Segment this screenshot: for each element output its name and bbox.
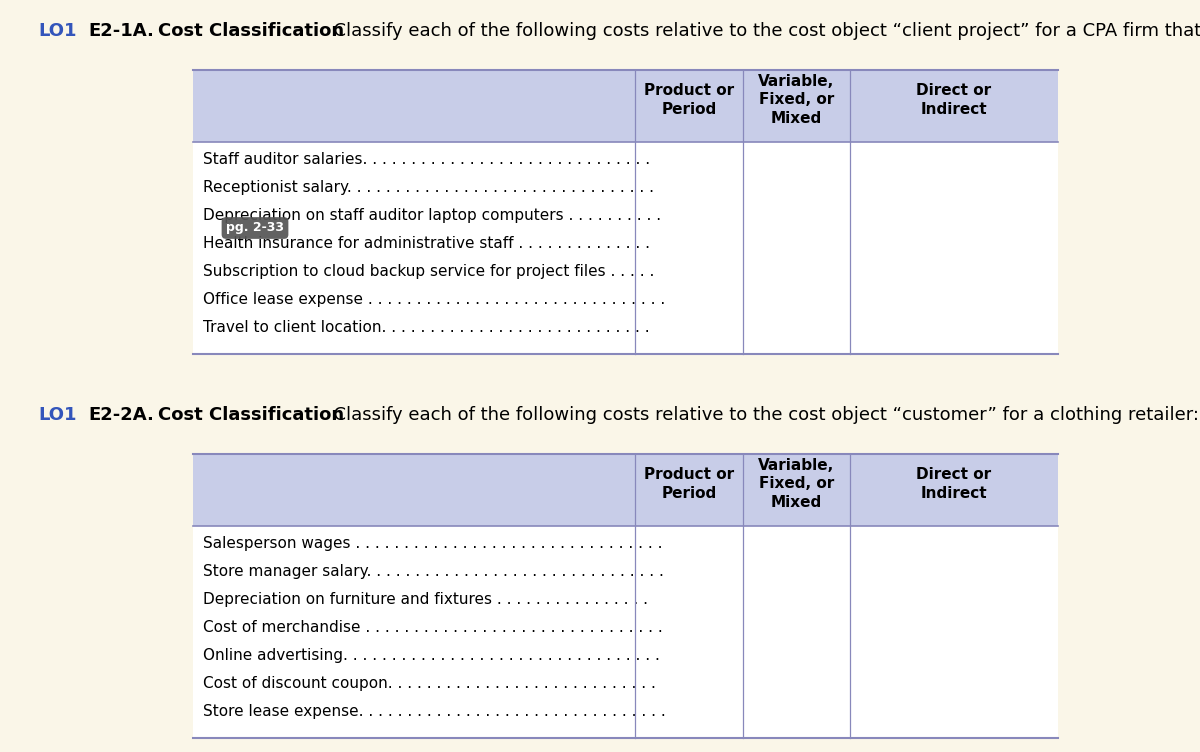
Text: Receptionist salary. . . . . . . . . . . . . . . . . . . . . . . . . . . . . . .: Receptionist salary. . . . . . . . . . .…	[203, 180, 654, 195]
Text: E2-1A.: E2-1A.	[88, 22, 154, 40]
Text: Online advertising. . . . . . . . . . . . . . . . . . . . . . . . . . . . . . . : Online advertising. . . . . . . . . . . …	[203, 648, 660, 663]
Text: Salesperson wages . . . . . . . . . . . . . . . . . . . . . . . . . . . . . . . : Salesperson wages . . . . . . . . . . . …	[203, 536, 662, 551]
Text: Subscription to cloud backup service for project files . . . . .: Subscription to cloud backup service for…	[203, 264, 654, 279]
Polygon shape	[193, 142, 1058, 354]
Text: Direct or
Indirect: Direct or Indirect	[917, 83, 991, 117]
Text: E2-2A.: E2-2A.	[88, 406, 154, 424]
Text: Depreciation on furniture and fixtures . . . . . . . . . . . . . . . .: Depreciation on furniture and fixtures .…	[203, 592, 648, 607]
Text: Store manager salary. . . . . . . . . . . . . . . . . . . . . . . . . . . . . . : Store manager salary. . . . . . . . . . …	[203, 564, 664, 579]
Text: Store lease expense. . . . . . . . . . . . . . . . . . . . . . . . . . . . . . .: Store lease expense. . . . . . . . . . .…	[203, 704, 666, 719]
Polygon shape	[193, 526, 1058, 738]
Text: LO1: LO1	[38, 22, 77, 40]
Text: Variable,
Fixed, or
Mixed: Variable, Fixed, or Mixed	[758, 458, 835, 510]
Text: Travel to client location. . . . . . . . . . . . . . . . . . . . . . . . . . . .: Travel to client location. . . . . . . .…	[203, 320, 649, 335]
Text: Staff auditor salaries. . . . . . . . . . . . . . . . . . . . . . . . . . . . . : Staff auditor salaries. . . . . . . . . …	[203, 152, 650, 167]
Text: Depreciation on staff auditor laptop computers . . . . . . . . . .: Depreciation on staff auditor laptop com…	[203, 208, 661, 223]
Text: pg. 2-33: pg. 2-33	[226, 222, 284, 235]
Text: Cost Classification: Cost Classification	[158, 406, 344, 424]
Polygon shape	[193, 70, 1058, 142]
Text: Health insurance for administrative staff . . . . . . . . . . . . . .: Health insurance for administrative staf…	[203, 236, 650, 251]
Text: Cost of merchandise . . . . . . . . . . . . . . . . . . . . . . . . . . . . . . : Cost of merchandise . . . . . . . . . . …	[203, 620, 662, 635]
Text: Office lease expense . . . . . . . . . . . . . . . . . . . . . . . . . . . . . .: Office lease expense . . . . . . . . . .…	[203, 292, 665, 307]
Text: Cost Classification: Cost Classification	[158, 22, 344, 40]
Text: Classify each of the following costs relative to the cost object “client project: Classify each of the following costs rel…	[322, 22, 1200, 40]
Text: Cost of discount coupon. . . . . . . . . . . . . . . . . . . . . . . . . . . .: Cost of discount coupon. . . . . . . . .…	[203, 676, 656, 691]
Text: Classify each of the following costs relative to the cost object “customer” for : Classify each of the following costs rel…	[322, 406, 1199, 424]
Text: Product or
Period: Product or Period	[644, 467, 734, 501]
Text: Variable,
Fixed, or
Mixed: Variable, Fixed, or Mixed	[758, 74, 835, 126]
Text: LO1: LO1	[38, 406, 77, 424]
Polygon shape	[193, 454, 1058, 526]
Text: Direct or
Indirect: Direct or Indirect	[917, 467, 991, 501]
Text: Product or
Period: Product or Period	[644, 83, 734, 117]
